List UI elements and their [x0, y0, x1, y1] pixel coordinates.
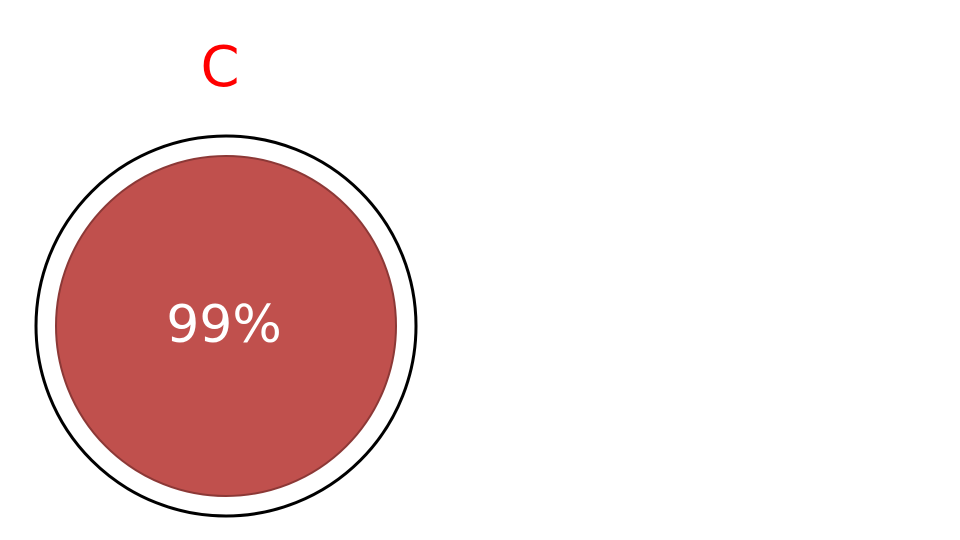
gauge: 99% [34, 134, 418, 518]
gauge-value-label: 99% [166, 295, 282, 355]
gauge-title: C [200, 35, 240, 100]
gauge-fill-circle [55, 155, 397, 497]
